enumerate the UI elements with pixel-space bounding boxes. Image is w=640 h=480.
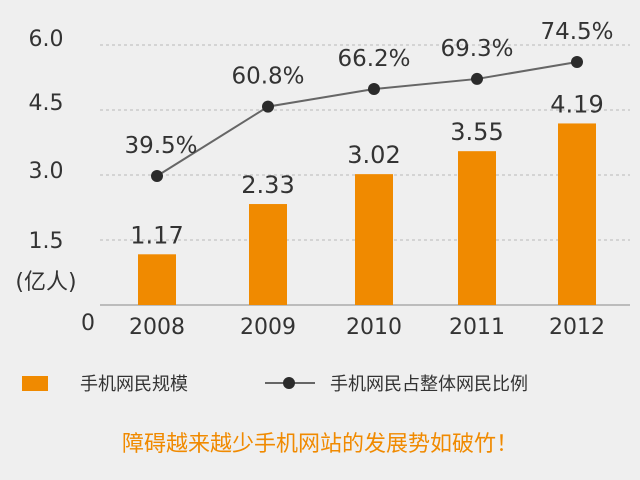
line-point — [151, 170, 163, 182]
x-axis-ticks: 2008 2009 2010 2011 2012 — [129, 315, 605, 340]
x-tick-label: 2009 — [240, 315, 296, 340]
bar-series — [138, 123, 596, 305]
y-tick-label: 0 — [81, 311, 95, 336]
line-value-label: 39.5% — [124, 133, 197, 159]
y-tick-label: 4.5 — [29, 91, 64, 116]
bar-value-label: 1.17 — [130, 221, 183, 249]
bar — [558, 123, 596, 305]
y-tick-label: 3.0 — [29, 159, 64, 184]
legend-bar-label: 手机网民规模 — [80, 374, 188, 395]
bar-value-label: 2.33 — [241, 171, 294, 199]
legend: 手机网民规模 手机网民占整体网民比例 — [22, 374, 528, 395]
x-tick-label: 2011 — [449, 315, 505, 340]
y-axis-ticks: 0 1.5 3.0 4.5 6.0 — [29, 27, 96, 336]
bar — [138, 254, 176, 305]
bar — [249, 204, 287, 305]
y-axis-label: (亿人) — [15, 270, 76, 295]
line-point — [571, 56, 583, 68]
caption: 障碍越来越少手机网站的发展势如破竹！ — [122, 432, 518, 457]
x-tick-label: 2008 — [129, 315, 185, 340]
x-tick-label: 2010 — [346, 315, 402, 340]
line-value-label: 69.3% — [440, 36, 513, 62]
line-point — [368, 83, 380, 96]
x-tick-label: 2012 — [549, 315, 605, 340]
line-series — [151, 56, 583, 182]
bar-value-labels: 1.17 2.33 3.02 3.55 4.19 — [130, 90, 603, 249]
bar-value-label: 4.19 — [550, 90, 603, 118]
y-tick-label: 1.5 — [29, 229, 64, 254]
line-point — [471, 72, 483, 85]
line-value-label: 60.8% — [231, 64, 304, 90]
bar-value-label: 3.55 — [450, 118, 503, 146]
bar-value-label: 3.02 — [347, 141, 400, 169]
line-value-label: 74.5% — [540, 19, 613, 45]
line-point — [262, 100, 274, 113]
bar — [458, 151, 496, 305]
legend-line-label: 手机网民占整体网民比例 — [330, 374, 528, 395]
line-value-labels: 39.5% 60.8% 66.2% 69.3% 74.5% — [124, 19, 613, 159]
bar — [355, 174, 393, 305]
legend-line-marker — [283, 377, 295, 389]
y-tick-label: 6.0 — [29, 27, 64, 52]
line-value-label: 66.2% — [337, 46, 410, 72]
legend-bar-swatch — [22, 376, 48, 391]
